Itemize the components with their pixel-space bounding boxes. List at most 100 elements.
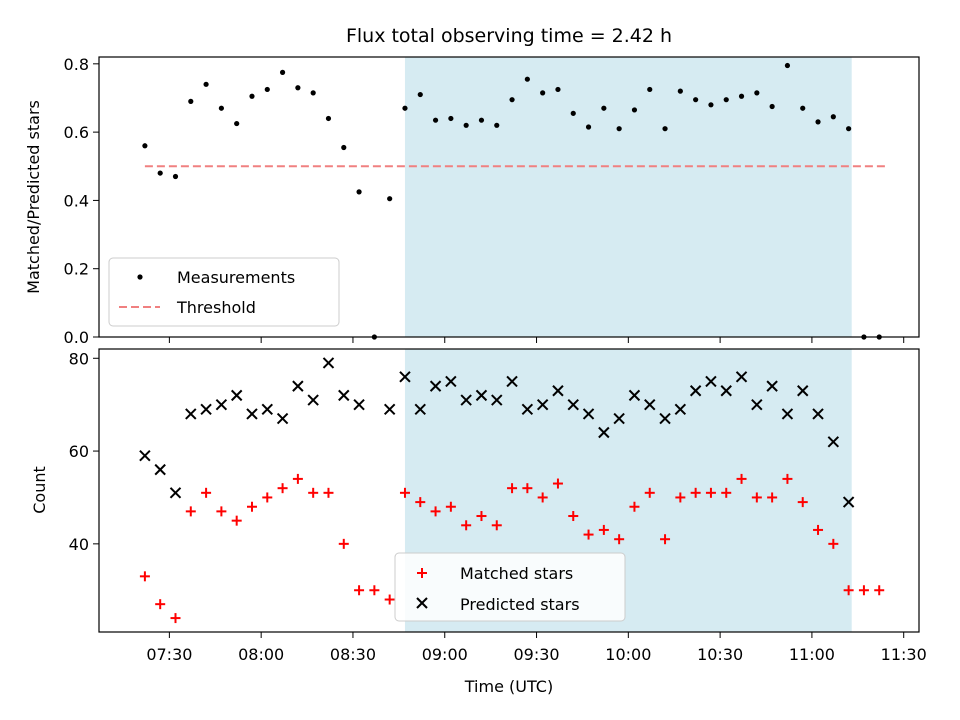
- top-x-ticks: [168, 337, 905, 343]
- data-point: [628, 389, 641, 402]
- data-point: [598, 426, 610, 439]
- data-point: [384, 594, 395, 605]
- data-point: [555, 86, 561, 93]
- top-y-ticks: 0.0 0.2 0.4 0.6 0.8: [64, 55, 99, 347]
- data-point: [736, 473, 747, 484]
- data-point: [647, 86, 653, 93]
- data-point: [540, 90, 546, 96]
- data-point: [735, 371, 748, 383]
- data-point: [784, 62, 791, 69]
- data-point: [827, 436, 840, 448]
- data-point: [476, 511, 487, 522]
- data-point: [568, 511, 579, 522]
- data-point: [383, 403, 396, 416]
- data-point: [507, 483, 518, 494]
- legend-label-threshold: Threshold: [176, 298, 256, 317]
- series-matched-stars: [139, 473, 885, 624]
- y-tick-label: 80: [69, 349, 89, 368]
- data-point: [524, 76, 530, 82]
- data-point: [354, 585, 365, 596]
- y-tick-label: 0.8: [64, 55, 89, 74]
- series-predicted-stars: [139, 357, 855, 508]
- x-tick-label: 11:30: [881, 645, 927, 664]
- data-point: [797, 497, 808, 508]
- data-point: [353, 398, 365, 411]
- data-point: [689, 385, 702, 397]
- x-tick-label: 08:00: [238, 645, 284, 664]
- legend-label-matched-stars: Matched stars: [460, 564, 573, 583]
- bottom-y-ticks: 40 60 80: [69, 349, 99, 554]
- data-point: [218, 105, 224, 111]
- data-point: [414, 403, 426, 416]
- legend-label-predicted-stars: Predicted stars: [460, 595, 580, 614]
- data-point: [445, 501, 456, 512]
- x-tick-label: 10:00: [605, 645, 651, 664]
- data-point: [310, 90, 316, 96]
- legend-marker-matched-stars: [417, 568, 427, 578]
- data-point: [448, 115, 454, 122]
- data-point: [613, 412, 625, 425]
- data-point: [169, 487, 182, 499]
- data-point: [674, 403, 687, 416]
- data-point: [585, 124, 592, 130]
- data-point: [216, 506, 227, 517]
- bottom-legend-box: [394, 552, 626, 622]
- data-point: [754, 90, 760, 96]
- data-point: [432, 117, 439, 123]
- data-point: [828, 538, 839, 549]
- data-point: [307, 394, 319, 406]
- data-point: [843, 585, 854, 596]
- bottom-panel: 40 60 80 07:30 08:00 08:30 09:00 09:30 10:00 10:…: [30, 348, 927, 664]
- data-point: [522, 483, 533, 494]
- data-point: [292, 380, 304, 392]
- chart-title: Flux total observing time = 2.42 h: [346, 25, 672, 47]
- bottom-plot-marks: [139, 357, 885, 624]
- data-point: [246, 501, 257, 512]
- data-point: [231, 515, 242, 526]
- data-point: [601, 105, 607, 111]
- data-point: [769, 103, 775, 110]
- data-point: [322, 357, 335, 369]
- data-point: [506, 375, 518, 388]
- data-point: [723, 97, 729, 103]
- top-legend-box: [108, 257, 340, 327]
- top-shaded-interval: [404, 57, 852, 337]
- data-point: [782, 473, 793, 484]
- data-point: [690, 487, 701, 498]
- y-tick-label: 60: [69, 442, 89, 461]
- y-tick-label: 0.6: [64, 123, 89, 142]
- data-point: [552, 385, 564, 397]
- data-point: [215, 398, 228, 411]
- x-tick-label: 11:00: [789, 645, 835, 664]
- data-point: [417, 91, 423, 98]
- data-point: [874, 585, 885, 596]
- data-point: [230, 389, 243, 402]
- data-point: [644, 487, 655, 498]
- data-point: [277, 483, 288, 494]
- data-point: [356, 189, 362, 195]
- top-plot-marks: [142, 62, 886, 340]
- data-point: [751, 398, 763, 411]
- x-tick-label: 09:00: [422, 645, 468, 664]
- y-tick-label: 0.4: [64, 191, 89, 210]
- data-point: [552, 478, 563, 489]
- data-point: [738, 93, 745, 99]
- data-point: [338, 538, 349, 549]
- bottom-y-axis-label: Count: [30, 466, 49, 514]
- data-point: [139, 571, 150, 582]
- data-point: [491, 394, 503, 406]
- data-point: [460, 394, 472, 406]
- x-tick-label: 08:30: [330, 645, 376, 664]
- top-plot-frame: [98, 56, 920, 338]
- data-point: [598, 524, 609, 535]
- data-point: [264, 86, 270, 93]
- x-tick-label: 09:30: [513, 645, 559, 664]
- data-point: [616, 126, 622, 132]
- data-point: [249, 93, 255, 99]
- data-point: [567, 398, 579, 411]
- data-point: [478, 117, 485, 123]
- series-measurements: [142, 62, 882, 340]
- data-point: [521, 403, 534, 416]
- data-point: [246, 408, 258, 420]
- data-point: [629, 501, 640, 512]
